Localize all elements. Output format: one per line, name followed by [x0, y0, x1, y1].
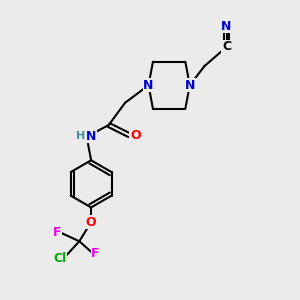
Text: N: N — [221, 20, 232, 33]
Text: O: O — [130, 129, 141, 142]
Text: N: N — [184, 79, 195, 92]
Text: H: H — [76, 131, 85, 141]
Text: F: F — [53, 226, 61, 239]
Text: C: C — [222, 40, 231, 53]
Text: Cl: Cl — [54, 252, 67, 266]
Text: N: N — [86, 130, 96, 143]
Text: F: F — [91, 247, 100, 260]
Text: N: N — [143, 79, 154, 92]
Text: O: O — [86, 216, 96, 229]
